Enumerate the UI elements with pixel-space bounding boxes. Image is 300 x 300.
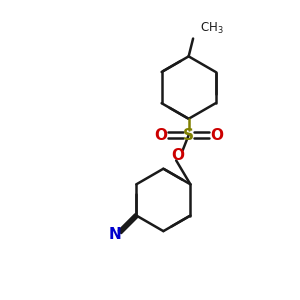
Text: O: O (172, 148, 185, 163)
Text: O: O (154, 128, 167, 142)
Text: S: S (183, 128, 194, 142)
Text: CH$_3$: CH$_3$ (200, 20, 223, 36)
Text: O: O (210, 128, 224, 142)
Text: N: N (108, 227, 121, 242)
